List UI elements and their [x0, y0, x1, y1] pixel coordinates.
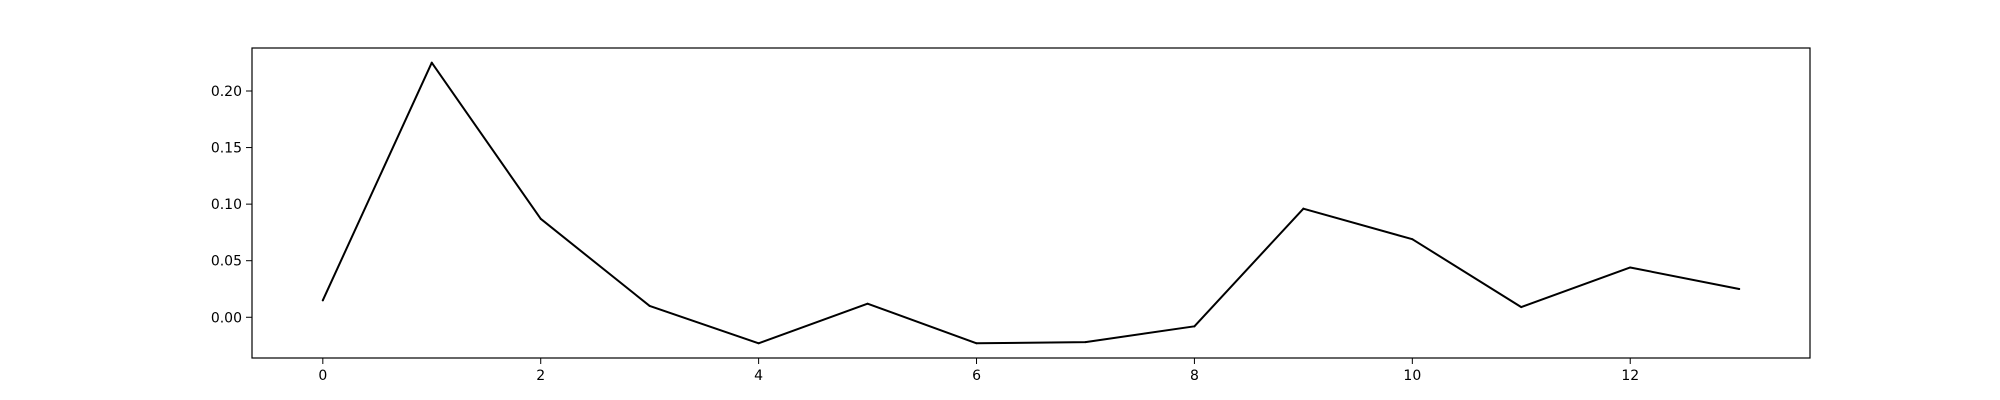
x-tick-label: 10	[1403, 368, 1421, 384]
data-point	[1738, 287, 1741, 290]
y-tick-label: 0.00	[211, 310, 242, 326]
data-point	[975, 342, 978, 345]
data-point	[321, 299, 324, 302]
data-point	[1084, 341, 1087, 344]
x-tick-label: 4	[754, 368, 763, 384]
x-axis: 0 2 4 6 8 10 12	[318, 358, 1639, 384]
x-tick-label: 6	[972, 368, 981, 384]
x-tick-label: 0	[318, 368, 327, 384]
series-layer	[321, 61, 1741, 345]
y-tick-label: 0.15	[211, 141, 242, 157]
x-tick-label: 12	[1621, 368, 1639, 384]
data-point	[539, 217, 542, 220]
data-point	[430, 61, 433, 64]
data-point	[1411, 238, 1414, 241]
data-point	[1629, 266, 1632, 269]
y-tick-label: 0.20	[211, 84, 242, 100]
y-tick-label: 0.10	[211, 197, 242, 213]
x-tick-label: 2	[536, 368, 545, 384]
y-axis: 0.00 0.05 0.10 0.15 0.20	[211, 84, 252, 326]
data-point	[1193, 325, 1196, 328]
y-tick-label: 0.05	[211, 254, 242, 270]
data-point	[1302, 207, 1305, 210]
data-point	[866, 302, 869, 305]
series-line	[321, 61, 1741, 345]
data-point	[757, 342, 760, 345]
data-point	[1520, 306, 1523, 309]
plot-area-frame	[251, 47, 1811, 359]
x-tick-label: 8	[1190, 368, 1199, 384]
data-point	[648, 304, 651, 307]
